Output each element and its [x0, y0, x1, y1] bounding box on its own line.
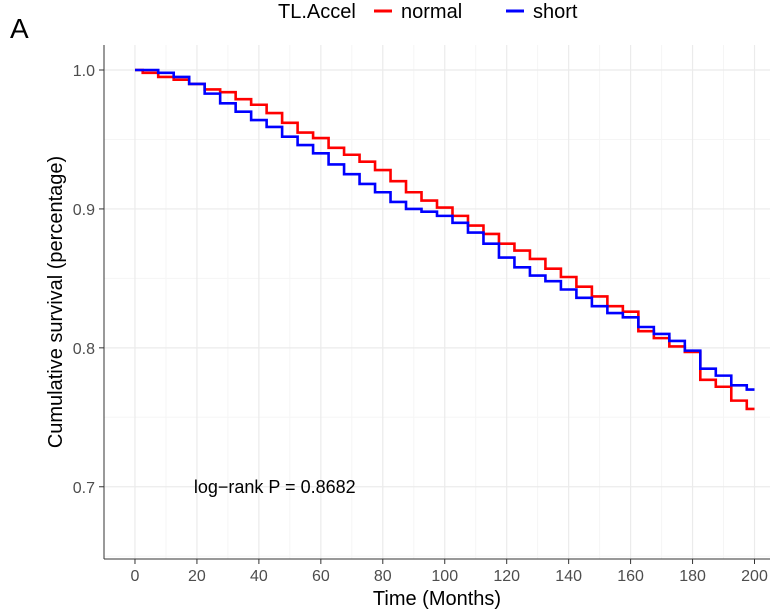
- x-tick-label: 20: [188, 568, 206, 585]
- x-tick-label: 140: [555, 568, 582, 585]
- y-tick-label: 0.9: [73, 202, 95, 219]
- legend-label-normal: normal: [401, 1, 462, 23]
- y-tick-label: 1.0: [73, 63, 95, 80]
- y-ticks: 0.7 0.8 0.9 1.0: [73, 63, 104, 497]
- x-tick-label: 160: [617, 568, 644, 585]
- logrank-annotation: log−rank P = 0.8682: [194, 477, 356, 497]
- y-tick-label: 0.7: [73, 480, 95, 497]
- x-tick-label: 200: [741, 568, 768, 585]
- legend-label-short: short: [533, 1, 578, 23]
- x-tick-label: 60: [312, 568, 330, 585]
- x-tick-label: 100: [431, 568, 458, 585]
- x-tick-label: 180: [679, 568, 706, 585]
- axes: [103, 45, 770, 560]
- y-axis-title: Cumulative survival (percentage): [45, 156, 67, 448]
- x-axis-title: Time (Months): [373, 588, 501, 610]
- x-tick-label: 40: [250, 568, 268, 585]
- series: [134, 68, 755, 411]
- legend: TL.Accel normal short: [278, 1, 578, 23]
- y-tick-label: 0.8: [73, 341, 95, 358]
- panel-label: A: [10, 13, 29, 44]
- series-line-short: [134, 68, 755, 391]
- grid: [104, 45, 770, 559]
- x-tick-label: 80: [374, 568, 392, 585]
- x-ticks: 0 20 40 60 80 100 120 140 160 180 200: [131, 559, 768, 585]
- legend-title: TL.Accel: [278, 1, 356, 23]
- x-tick-label: 0: [131, 568, 140, 585]
- x-tick-label: 120: [493, 568, 520, 585]
